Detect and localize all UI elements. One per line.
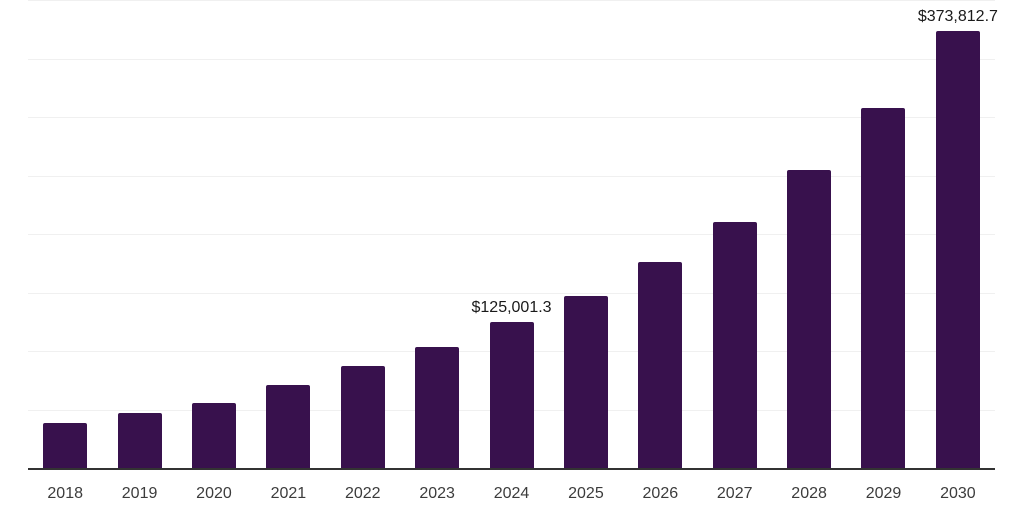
gridline: [28, 175, 995, 177]
bar-slot-2028: [772, 0, 846, 468]
x-tick-2018: 2018: [47, 485, 83, 502]
x-tick-2027: 2027: [716, 485, 753, 502]
bar-2022: [340, 365, 385, 468]
x-tick-2020: 2020: [196, 485, 232, 502]
bar-series: $125,001.3 $373,812.7: [28, 0, 998, 468]
bar-2025: [563, 296, 608, 468]
gridline: [28, 0, 995, 1]
bar-slot-2030: $373,812.7: [917, 0, 998, 468]
bar-slot-2029: [846, 0, 920, 468]
x-tick-2021: 2021: [270, 485, 307, 502]
bar-2018: [43, 422, 88, 468]
bar-slot-2023: [400, 0, 474, 468]
bar-2028: [787, 170, 832, 468]
bar-2021: [266, 384, 311, 468]
bar-slot-2024: $125,001.3: [471, 0, 552, 468]
bar-2023: [415, 346, 460, 468]
x-tick-2026: 2026: [642, 485, 679, 502]
bar-slot-2022: [326, 0, 400, 468]
data-label-2030: $373,812.7: [917, 7, 998, 25]
bar-2024: [489, 321, 534, 468]
bar-slot-2019: [102, 0, 176, 468]
bar-2030: [935, 30, 980, 468]
x-tick-2019: 2019: [121, 485, 158, 502]
bar-slot-2026: [623, 0, 697, 468]
bar-slot-2018: [28, 0, 102, 468]
x-tick-2030: 2030: [940, 485, 976, 502]
x-tick-2022: 2022: [344, 485, 381, 502]
x-axis: 2018 2019 2020 2021 2022 2023 2024 2025 2026 2027…: [28, 470, 995, 503]
bar-slot-2020: [177, 0, 251, 468]
bar-2019: [117, 413, 162, 468]
plot-area: $125,001.3 $373,812.7: [28, 0, 998, 470]
x-tick-2028: 2028: [791, 485, 827, 502]
x-tick-2025: 2025: [568, 485, 604, 502]
data-label-2024: $125,001.3: [471, 298, 552, 316]
gridline: [28, 292, 995, 294]
x-tick-2023: 2023: [419, 485, 455, 502]
x-tick-2029: 2029: [865, 485, 902, 502]
bar-slot-2025: [549, 0, 623, 468]
bar-2020: [191, 403, 236, 468]
bar-slot-2027: [698, 0, 772, 468]
gridline: [28, 234, 995, 235]
bar-2029: [861, 107, 906, 468]
bar-slot-2021: [251, 0, 325, 468]
bar-2027: [712, 221, 757, 468]
x-tick-2024: 2024: [493, 485, 530, 502]
bar-2026: [638, 262, 683, 468]
gridline: [28, 58, 995, 60]
gridline: [28, 117, 995, 118]
